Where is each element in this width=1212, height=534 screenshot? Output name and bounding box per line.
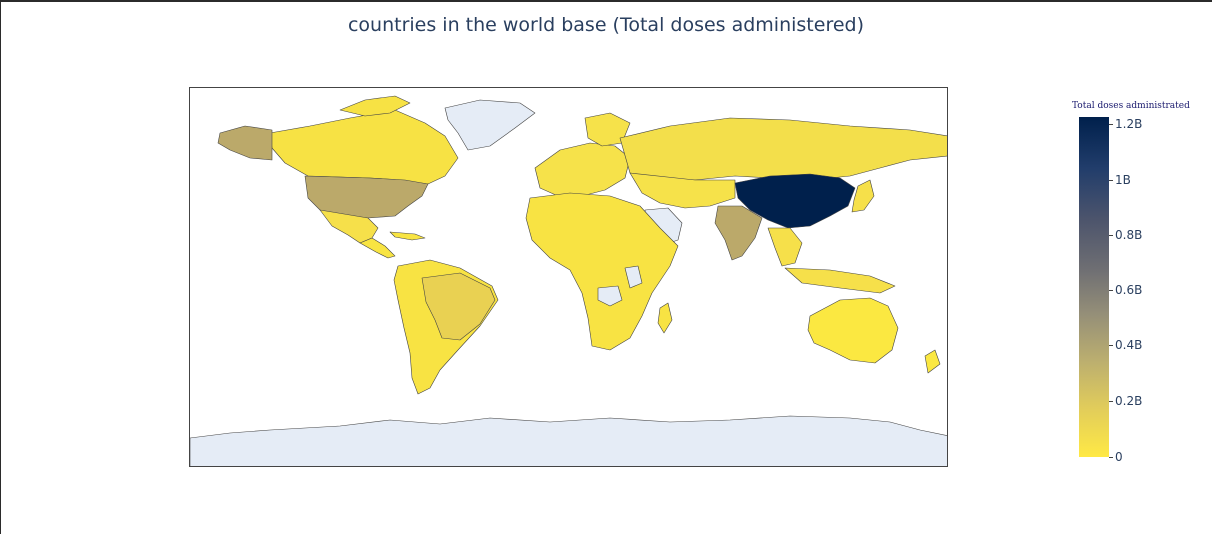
colorbar-tick: [1109, 401, 1113, 402]
region-alaska[interactable]: [217, 125, 273, 161]
region-southeast-asia[interactable]: [767, 227, 803, 267]
colorbar-tick-label: 0.2B: [1115, 394, 1143, 408]
colorbar-tick: [1109, 345, 1113, 346]
map-svg[interactable]: [190, 88, 948, 467]
region-canada-arctic[interactable]: [339, 95, 411, 117]
colorbar-tick: [1109, 124, 1113, 125]
colorbar-tick-label: 0.8B: [1115, 228, 1143, 242]
region-caribbean[interactable]: [389, 231, 426, 241]
region-dr-congo[interactable]: [597, 285, 623, 307]
region-antarctica[interactable]: [190, 415, 948, 467]
colorbar-tick-label: 1.2B: [1115, 117, 1143, 131]
colorbar-tick: [1109, 457, 1113, 458]
region-indonesia[interactable]: [784, 267, 896, 294]
region-japan[interactable]: [851, 179, 875, 213]
colorbar-tick-label: 0.6B: [1115, 283, 1143, 297]
region-india[interactable]: [714, 205, 763, 261]
window-top-border: [0, 0, 1212, 2]
region-europe[interactable]: [534, 142, 631, 197]
region-australia[interactable]: [807, 297, 899, 364]
region-china[interactable]: [734, 173, 856, 229]
colorbar-tick: [1109, 235, 1113, 236]
region-brazil[interactable]: [421, 272, 496, 341]
region-russia[interactable]: [619, 117, 948, 181]
region-united-states[interactable]: [304, 175, 429, 219]
region-central-asia[interactable]: [629, 172, 736, 209]
region-tanzania[interactable]: [624, 265, 643, 289]
colorbar-title: Total doses administrated: [1072, 101, 1190, 111]
colorbar-tick-label: 0.4B: [1115, 338, 1143, 352]
region-greenland[interactable]: [444, 99, 536, 151]
colorbar-tick-label: 0: [1115, 450, 1123, 464]
chart-title: countries in the world base (Total doses…: [347, 14, 865, 36]
window-left-border: [0, 0, 1, 534]
region-madagascar[interactable]: [657, 302, 673, 334]
colorbar-tick-label: 1B: [1115, 173, 1131, 187]
colorbar-tick: [1109, 290, 1113, 291]
colorbar-tick: [1109, 180, 1113, 181]
region-new-zealand[interactable]: [924, 349, 941, 374]
region-central-america[interactable]: [359, 237, 396, 259]
colorbar-gradient[interactable]: [1079, 117, 1109, 457]
world-map[interactable]: [189, 87, 948, 467]
region-canada[interactable]: [269, 109, 459, 185]
region-africa[interactable]: [525, 192, 679, 351]
